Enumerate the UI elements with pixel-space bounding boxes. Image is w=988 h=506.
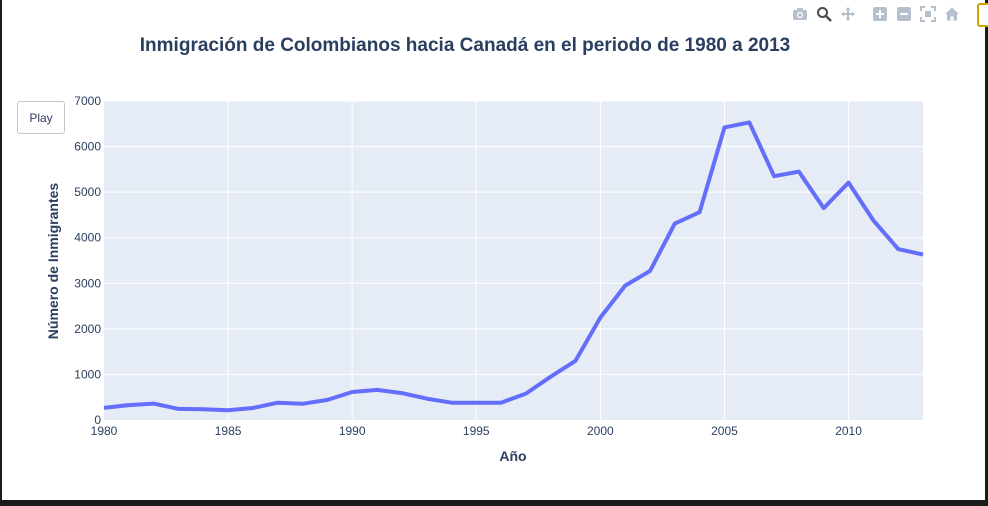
zoom-icon[interactable] [812, 4, 836, 24]
modebar-toolbar [788, 4, 964, 24]
zoom-out-icon[interactable] [892, 4, 916, 24]
y-tick-label: 3000 [74, 276, 101, 290]
zoom-in-icon[interactable] [868, 4, 892, 24]
y-tick-label: 6000 [74, 140, 101, 154]
x-tick-label: 1985 [215, 424, 242, 438]
x-tick-label: 2005 [711, 424, 738, 438]
y-tick-label: 1000 [74, 367, 101, 381]
autoscale-icon[interactable] [916, 4, 940, 24]
y-tick-label: 5000 [74, 185, 101, 199]
y-tick-label: 0 [94, 413, 101, 427]
chart-title: Inmigración de Colombianos hacia Canadá … [140, 35, 790, 56]
home-icon[interactable] [940, 4, 964, 24]
pan-icon[interactable] [836, 4, 860, 24]
x-tick-label: 1980 [91, 424, 118, 438]
x-tick-label: 1995 [463, 424, 490, 438]
plot-area[interactable] [104, 101, 923, 420]
play-button[interactable]: Play [17, 101, 65, 134]
y-tick-label: 2000 [74, 322, 101, 336]
y-axis-title: Número de Inmigrantes [45, 183, 61, 340]
y-tick-label: 4000 [74, 231, 101, 245]
window-edge-tab [977, 3, 988, 27]
x-axis-title: Año [499, 448, 526, 464]
x-tick-label: 1990 [339, 424, 366, 438]
x-tick-label: 2010 [835, 424, 862, 438]
x-tick-label: 2000 [587, 424, 614, 438]
series-line-0[interactable] [103, 120, 924, 413]
y-tick-label: 7000 [74, 94, 101, 108]
camera-icon[interactable] [788, 4, 812, 24]
